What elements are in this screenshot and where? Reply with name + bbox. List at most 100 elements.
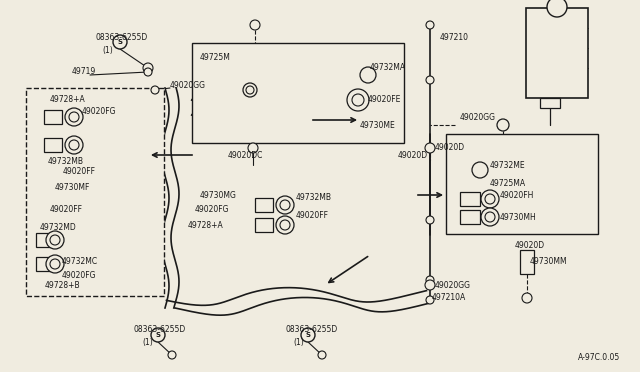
- Circle shape: [301, 328, 315, 342]
- Circle shape: [143, 63, 153, 73]
- Text: 08363-6255D: 08363-6255D: [134, 326, 186, 334]
- Circle shape: [426, 296, 434, 304]
- Text: 49020GG: 49020GG: [170, 80, 206, 90]
- Text: 49020FE: 49020FE: [368, 96, 401, 105]
- Text: 49730MM: 49730MM: [530, 257, 568, 266]
- Circle shape: [497, 119, 509, 131]
- Circle shape: [426, 21, 434, 29]
- Text: 49020FF: 49020FF: [63, 167, 96, 176]
- Circle shape: [168, 351, 176, 359]
- Circle shape: [276, 216, 294, 234]
- Text: 49020FG: 49020FG: [195, 205, 230, 215]
- Circle shape: [151, 86, 159, 94]
- Bar: [460, 192, 480, 206]
- Text: 49730MF: 49730MF: [55, 183, 90, 192]
- Bar: [44, 138, 62, 152]
- Bar: [26, 88, 164, 296]
- Text: S: S: [156, 332, 161, 338]
- Circle shape: [347, 89, 369, 111]
- Circle shape: [248, 143, 258, 153]
- Bar: [36, 257, 52, 271]
- Circle shape: [69, 140, 79, 150]
- Text: S: S: [305, 332, 310, 338]
- Text: S: S: [118, 39, 122, 45]
- Circle shape: [69, 112, 79, 122]
- Text: 497210: 497210: [440, 33, 469, 42]
- Text: 49725MA: 49725MA: [490, 179, 526, 187]
- Text: 49730MH: 49730MH: [500, 212, 537, 221]
- Text: (1): (1): [102, 45, 113, 55]
- Circle shape: [113, 35, 127, 49]
- Circle shape: [280, 220, 290, 230]
- Text: 497210A: 497210A: [432, 294, 467, 302]
- Circle shape: [46, 231, 64, 249]
- Circle shape: [144, 68, 152, 76]
- Circle shape: [276, 196, 294, 214]
- Text: 49732ME: 49732ME: [490, 160, 525, 170]
- Text: 49728+B: 49728+B: [45, 280, 81, 289]
- Text: (1): (1): [293, 337, 304, 346]
- Bar: [460, 210, 480, 224]
- Circle shape: [151, 328, 165, 342]
- Text: (1): (1): [142, 337, 153, 346]
- Bar: [520, 250, 534, 274]
- Text: 49728+A: 49728+A: [188, 221, 224, 230]
- Text: A-97C.0.05: A-97C.0.05: [578, 353, 620, 362]
- Text: 49020FF: 49020FF: [50, 205, 83, 215]
- Text: 49020D: 49020D: [435, 144, 465, 153]
- Bar: [446, 134, 598, 234]
- Text: 49020D: 49020D: [515, 241, 545, 250]
- Circle shape: [472, 162, 488, 178]
- Bar: [255, 218, 273, 232]
- Bar: [526, 8, 588, 98]
- Circle shape: [481, 208, 499, 226]
- Circle shape: [352, 94, 364, 106]
- Circle shape: [318, 351, 326, 359]
- Bar: [44, 110, 62, 124]
- Circle shape: [425, 143, 435, 153]
- Circle shape: [243, 83, 257, 97]
- Text: 08363-6255D: 08363-6255D: [285, 326, 337, 334]
- Text: 49020FG: 49020FG: [62, 270, 97, 279]
- Circle shape: [250, 20, 260, 30]
- Circle shape: [547, 0, 567, 17]
- Text: 49020FH: 49020FH: [500, 192, 534, 201]
- Circle shape: [485, 194, 495, 204]
- Bar: [36, 233, 52, 247]
- Text: 49020DC: 49020DC: [228, 151, 264, 160]
- Bar: [540, 98, 560, 108]
- Text: 49730MG: 49730MG: [200, 190, 237, 199]
- Text: 49730ME: 49730ME: [360, 121, 396, 129]
- Circle shape: [426, 216, 434, 224]
- Circle shape: [65, 136, 83, 154]
- Text: 49725M: 49725M: [200, 54, 231, 62]
- Circle shape: [246, 86, 254, 94]
- Text: 49732MD: 49732MD: [40, 224, 77, 232]
- Circle shape: [50, 259, 60, 269]
- Circle shape: [426, 276, 434, 284]
- Text: 49732MA: 49732MA: [370, 64, 406, 73]
- Text: 49020D: 49020D: [398, 151, 428, 160]
- Circle shape: [360, 67, 376, 83]
- Circle shape: [280, 200, 290, 210]
- Circle shape: [481, 190, 499, 208]
- Text: 49719: 49719: [72, 67, 96, 77]
- Circle shape: [426, 144, 434, 152]
- Text: 49732MB: 49732MB: [48, 157, 84, 167]
- Circle shape: [50, 235, 60, 245]
- Circle shape: [426, 76, 434, 84]
- Text: 49732MC: 49732MC: [62, 257, 98, 266]
- Circle shape: [485, 212, 495, 222]
- Text: 49020GG: 49020GG: [460, 113, 496, 122]
- Text: 49020FF: 49020FF: [296, 211, 329, 219]
- Circle shape: [425, 280, 435, 290]
- Text: 49732MB: 49732MB: [296, 193, 332, 202]
- Text: 49728+A: 49728+A: [50, 96, 86, 105]
- Bar: [255, 198, 273, 212]
- Text: 49020GG: 49020GG: [435, 280, 471, 289]
- Circle shape: [522, 293, 532, 303]
- Bar: [192, 43, 404, 143]
- Text: 49020FG: 49020FG: [82, 108, 116, 116]
- Text: 08363-6255D: 08363-6255D: [95, 33, 147, 42]
- Circle shape: [65, 108, 83, 126]
